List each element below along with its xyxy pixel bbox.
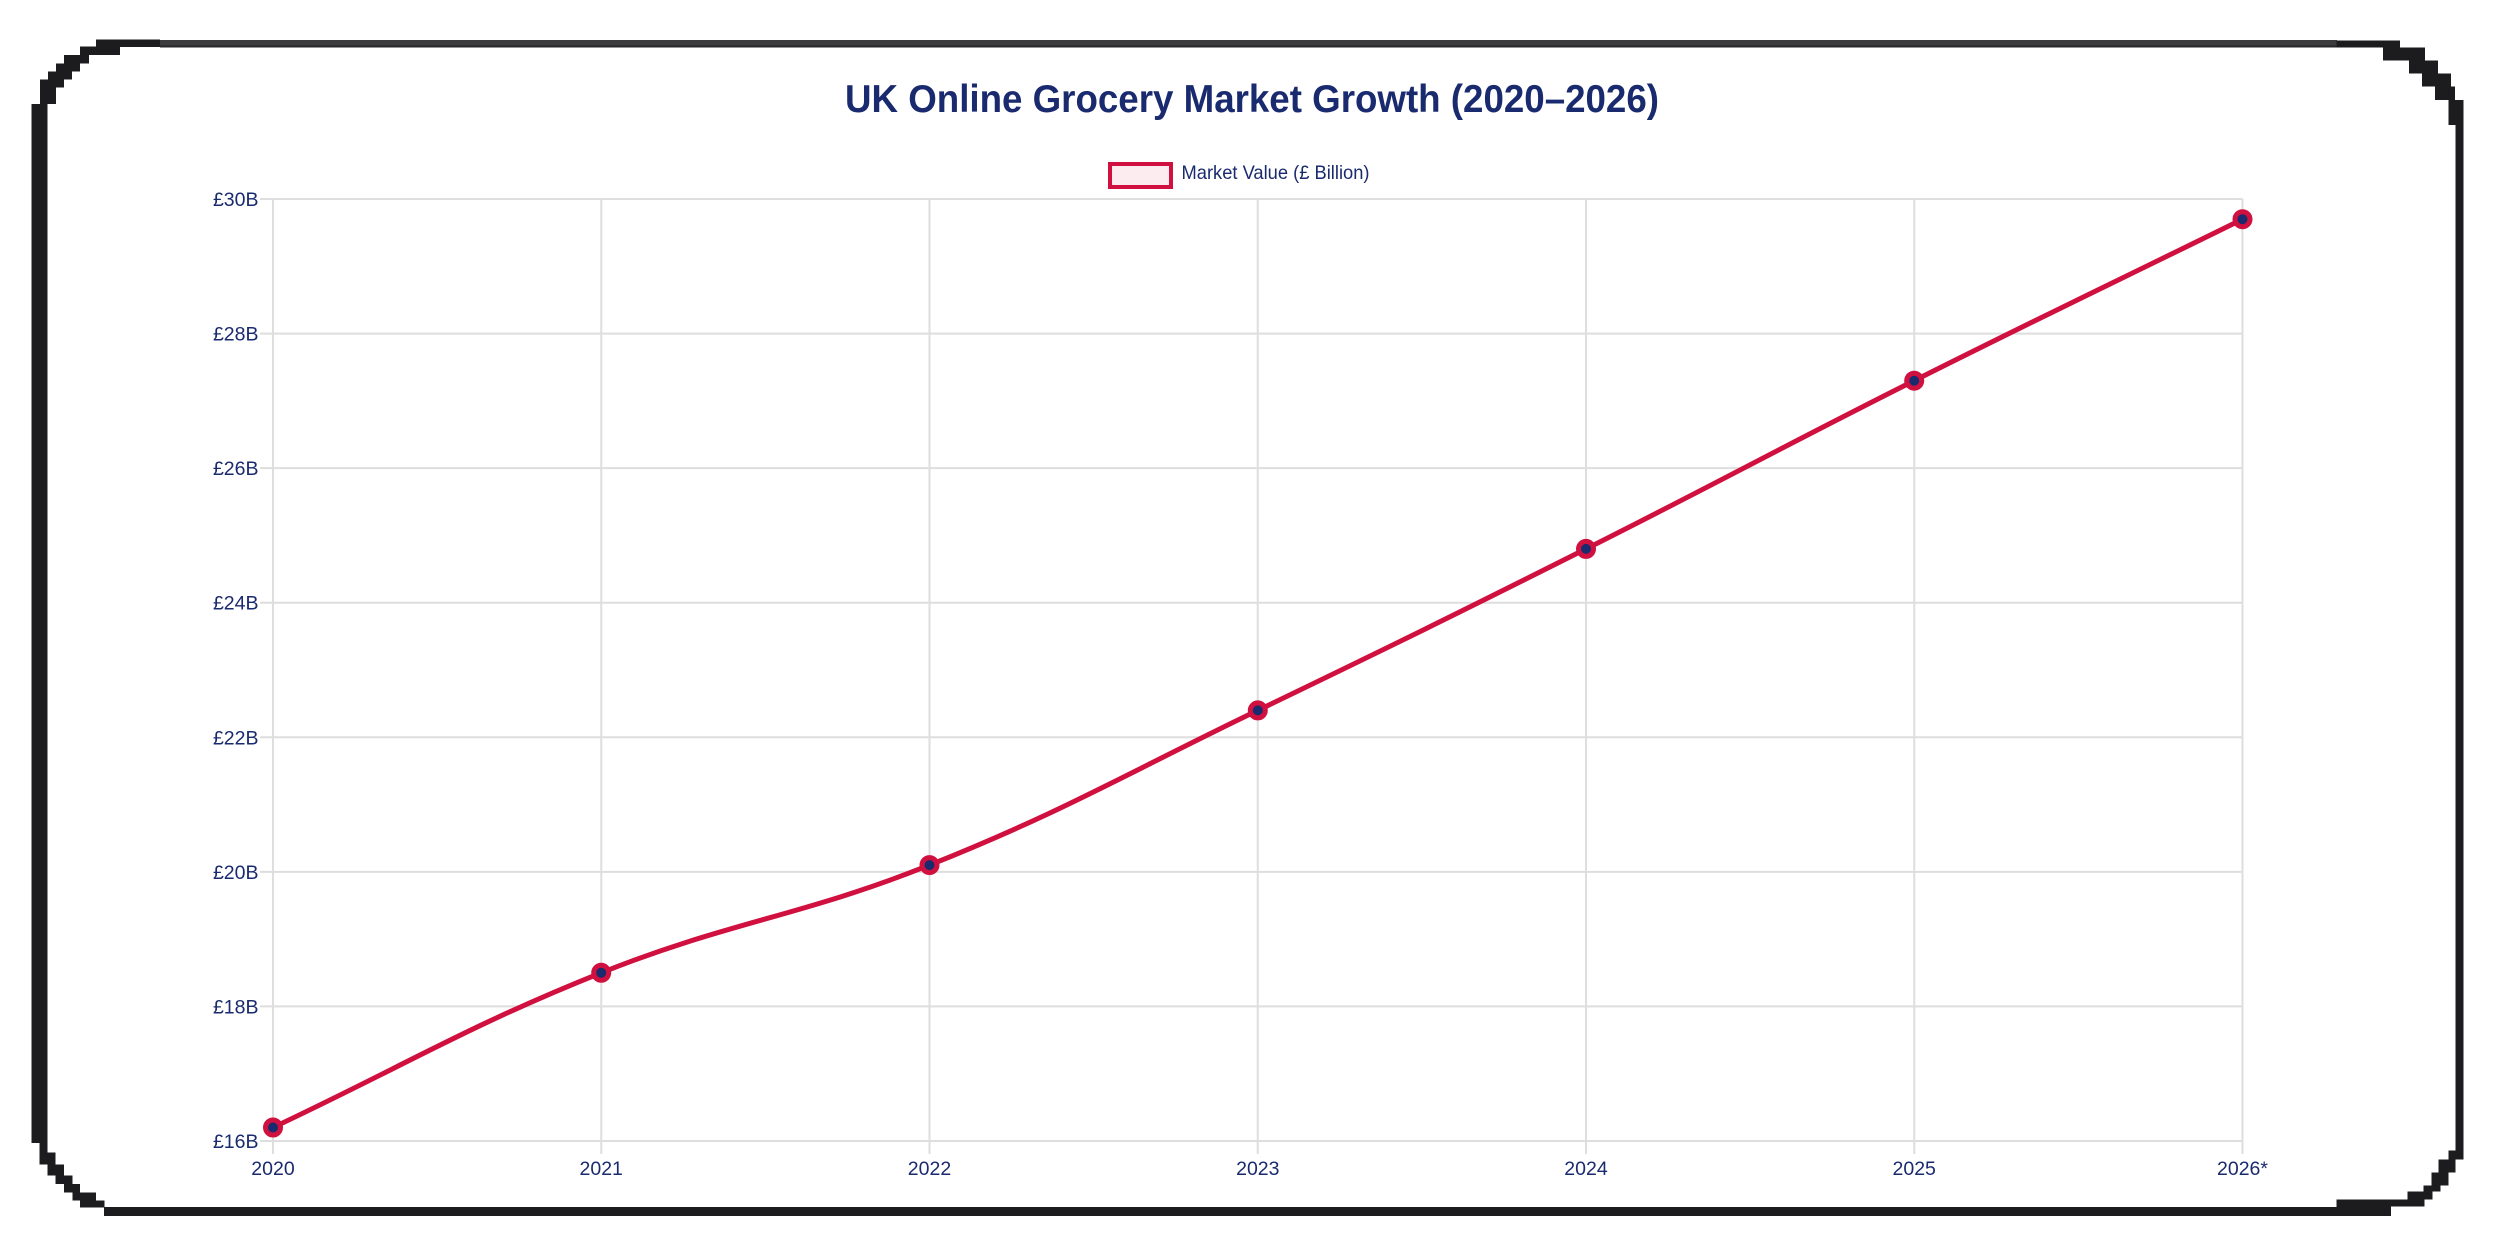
svg-text:£16B: £16B	[213, 1131, 259, 1153]
svg-text:2021: 2021	[580, 1158, 623, 1180]
svg-text:£22B: £22B	[213, 727, 259, 749]
svg-text:2026*: 2026*	[2217, 1158, 2268, 1180]
svg-text:£30B: £30B	[213, 189, 259, 211]
svg-text:2023: 2023	[1236, 1158, 1279, 1180]
svg-text:UK Online Grocery Market Growt: UK Online Grocery Market Growth (2020–20…	[845, 78, 1659, 121]
svg-text:Market Value (£ Billion): Market Value (£ Billion)	[1182, 162, 1370, 184]
svg-text:£26B: £26B	[213, 458, 259, 480]
svg-text:2024: 2024	[1564, 1158, 1608, 1180]
svg-text:£20B: £20B	[213, 862, 259, 884]
svg-text:2020: 2020	[251, 1158, 295, 1180]
svg-text:2022: 2022	[908, 1158, 951, 1180]
svg-text:£24B: £24B	[213, 593, 259, 615]
svg-text:2025: 2025	[1893, 1158, 1937, 1180]
svg-text:£28B: £28B	[213, 324, 259, 346]
svg-text:£18B: £18B	[213, 996, 259, 1018]
